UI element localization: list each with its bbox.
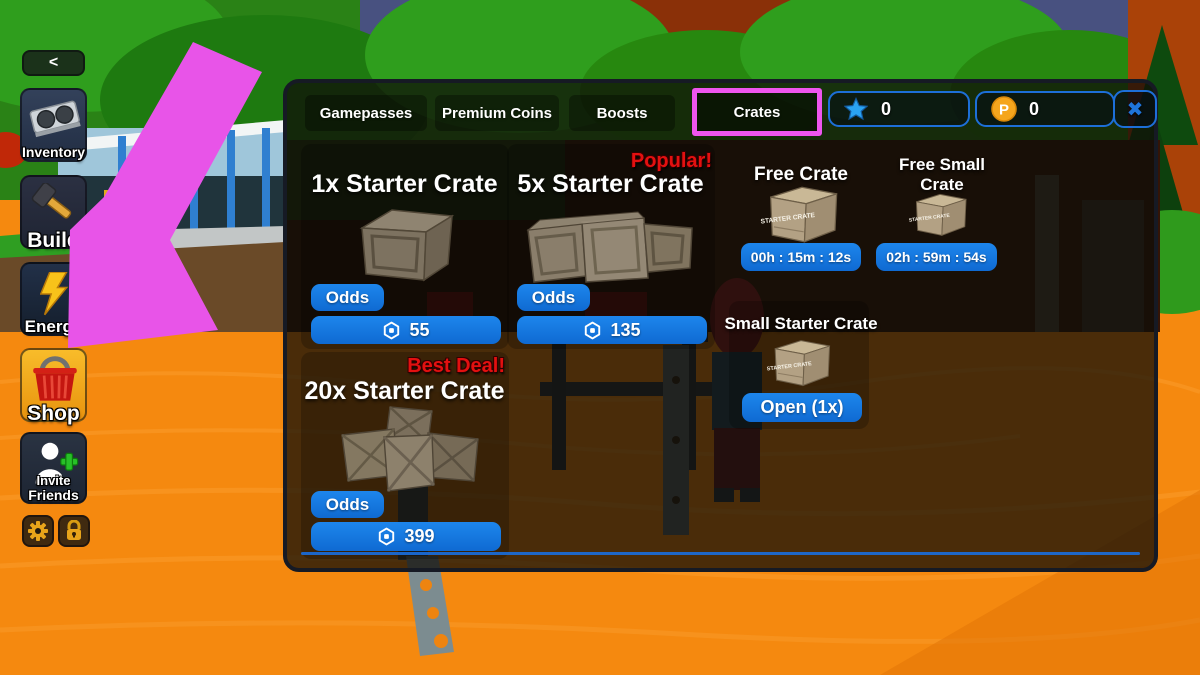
add-friend-icon (35, 442, 79, 484)
close-icon: ✖ (1126, 98, 1144, 121)
panel-bottom-accent-line (301, 552, 1140, 555)
starter-5x-crate-image (526, 211, 693, 283)
starter-5x-badge: Popular! (630, 150, 712, 172)
free-crate-image: STARTER CRATE (760, 186, 838, 243)
robux-icon (379, 527, 395, 546)
starter-5x-odds-button[interactable]: Odds (517, 284, 590, 311)
sidebar-item-invite-friends[interactable]: Invite Friends (20, 432, 87, 504)
close-button[interactable]: ✖ (1113, 90, 1157, 128)
lock-button[interactable] (58, 515, 90, 547)
sidebar-item-invite-label-line2: Friends (28, 487, 79, 503)
sidebar: < Inventory Build Energy (0, 0, 120, 675)
robux-icon (384, 321, 400, 339)
starter-1x-title: 1x Starter Crate (311, 170, 498, 198)
sidebar-item-inventory[interactable]: Inventory (20, 88, 87, 162)
coin-icon: P (991, 96, 1017, 122)
robux-icon (585, 321, 601, 339)
crate-texture-label: STARTER CRATE (909, 213, 951, 224)
crate-texture-label: STARTER CRATE (767, 361, 812, 372)
hammer-icon (31, 183, 72, 219)
sidebar-item-inventory-label: Inventory (21, 144, 85, 160)
star-currency-value: 0 (881, 98, 892, 119)
free-small-crate-title-line1: Free Small (899, 155, 985, 174)
starter-1x-price: 55 (409, 319, 430, 340)
lock-icon (67, 520, 81, 540)
starter-1x-odds-button[interactable]: Odds (311, 284, 384, 311)
tab-gamepasses[interactable]: Gamepasses (305, 95, 427, 131)
small-starter-crate-open-button[interactable]: Open (1x) (742, 393, 862, 422)
starter-20x-buy-button[interactable]: 399 (311, 522, 501, 551)
starter-5x-buy-button[interactable]: 135 (517, 316, 707, 344)
free-small-crate-image: STARTER CRATE (909, 193, 967, 237)
sidebar-item-shop-label: Shop (27, 402, 80, 425)
sidebar-item-build-label: Build (27, 229, 80, 252)
coin-letter: P (999, 102, 1009, 119)
small-starter-crate-image: STARTER CRATE (767, 340, 831, 387)
sidebar-item-build[interactable]: Build (20, 175, 87, 252)
sidebar-item-energy-label: Energy (24, 317, 83, 336)
sidebar-item-invite-label-line1: Invite (36, 473, 71, 488)
star-currency-display[interactable]: 0 (828, 91, 970, 127)
free-crate-title: Free Crate (754, 164, 848, 185)
starter-20x-badge: Best Deal! (407, 355, 505, 377)
settings-button[interactable] (22, 515, 54, 547)
shopping-basket-icon (33, 356, 77, 401)
starter-5x-price: 135 (610, 319, 641, 340)
small-starter-crate-title: Small Starter Crate (724, 314, 878, 333)
shop-panel: Gamepasses Premium Coins Boosts Crates 0… (283, 79, 1158, 572)
starter-1x-buy-button[interactable]: 55 (311, 316, 501, 344)
graphics-card-icon (29, 100, 81, 138)
back-button[interactable]: < (22, 50, 85, 76)
sidebar-item-shop[interactable]: Shop (20, 348, 87, 425)
starter-1x-crate-image (359, 209, 455, 282)
starter-20x-odds-button[interactable]: Odds (311, 491, 384, 518)
free-small-crate-title-line2: Crate (920, 175, 964, 194)
gear-icon (28, 521, 48, 541)
free-crate-timer[interactable]: 00h : 15m : 12s (741, 243, 861, 271)
tab-crates[interactable]: Crates (697, 93, 817, 131)
coin-currency-display[interactable]: P 0 (975, 91, 1115, 127)
tab-premium-coins[interactable]: Premium Coins (435, 95, 559, 131)
crates-tab-highlight-box: Crates (692, 88, 822, 136)
free-small-crate-timer[interactable]: 02h : 59m : 54s (876, 243, 997, 271)
starter-20x-price: 399 (404, 526, 435, 546)
free-small-crate-title: Free Small Crate (887, 155, 997, 195)
starter-5x-title: 5x Starter Crate (517, 170, 704, 198)
coin-currency-value: 0 (1029, 98, 1040, 119)
tab-boosts[interactable]: Boosts (569, 95, 675, 131)
star-icon (844, 97, 868, 121)
lightning-bolt-icon (40, 272, 69, 316)
starter-20x-title: 20x Starter Crate (304, 377, 505, 405)
starter-20x-crate-image (341, 406, 479, 492)
sidebar-item-energy[interactable]: Energy (20, 262, 87, 336)
